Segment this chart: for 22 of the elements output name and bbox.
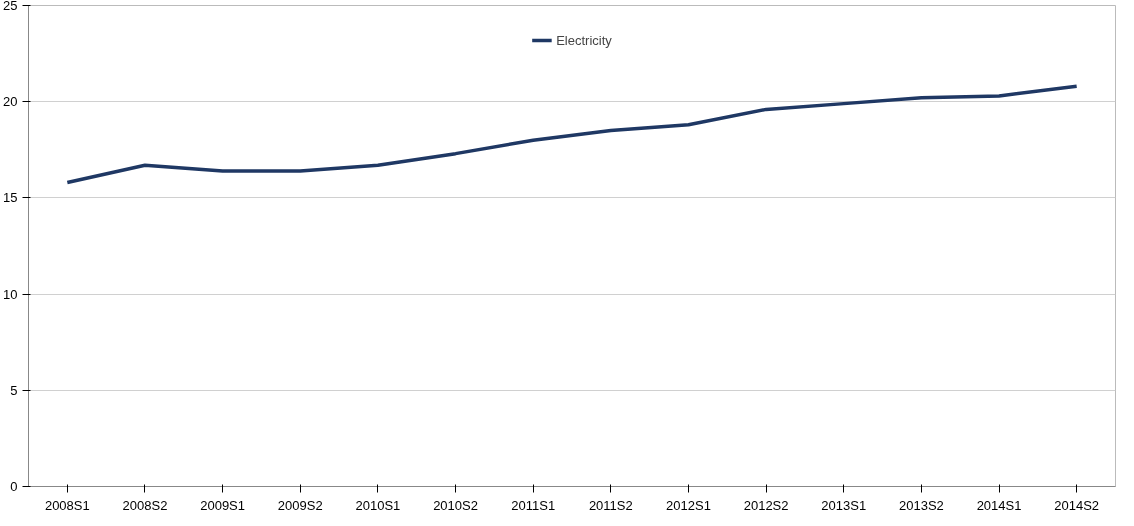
y-tick-label: 25: [3, 0, 18, 13]
x-tick-label: 2013S1: [821, 497, 867, 513]
y-tick-label: 10: [3, 286, 18, 302]
y-tick-label: 20: [3, 94, 18, 110]
x-tick-label: 2012S2: [743, 497, 789, 513]
x-tick-label: 2008S2: [122, 497, 168, 513]
x-tick-label: 2008S1: [44, 497, 90, 513]
x-tick-label: 2010S1: [355, 497, 401, 513]
x-tick-label: 2011S2: [588, 497, 633, 513]
x-tick-label: 2012S1: [666, 497, 711, 513]
x-tick-label: 2014S1: [976, 497, 1022, 513]
x-tick-label: 2013S2: [898, 497, 944, 513]
legend-label: Electricity: [556, 32, 612, 48]
x-tick-label: 2010S2: [433, 497, 478, 513]
x-tick-label: 2009S1: [200, 497, 246, 513]
x-tick-label: 2009S2: [277, 497, 323, 513]
line-series: [65, 84, 1079, 185]
x-tick-label: 2011S1: [511, 497, 556, 513]
y-tick-label: 15: [3, 190, 18, 206]
x-tick-label: 2014S2: [1054, 497, 1100, 513]
y-tick-label: 0: [10, 479, 18, 494]
y-tick-label: 5: [10, 382, 18, 398]
